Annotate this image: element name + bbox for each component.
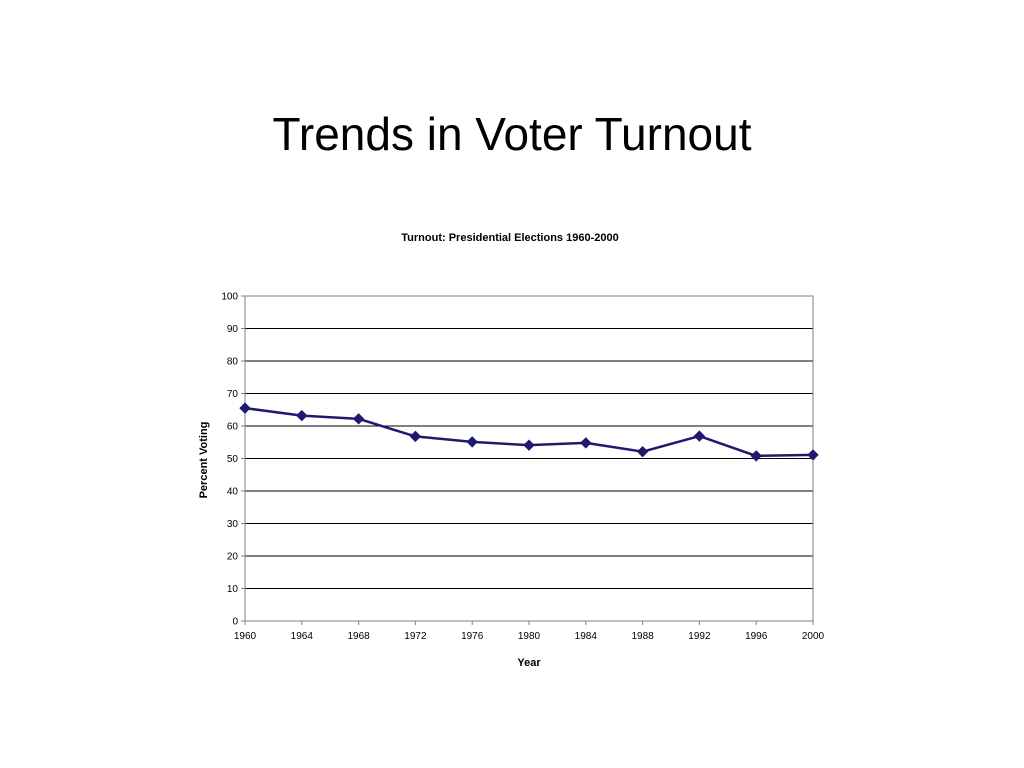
series-layer <box>239 402 819 462</box>
y-axis-ticks: 0 10 20 30 40 50 60 70 80 90 100 <box>221 292 245 628</box>
data-point-1996 <box>750 450 762 462</box>
y-tick-label: 20 <box>227 552 239 563</box>
y-tick-label: 100 <box>221 292 238 303</box>
data-point-1988 <box>636 445 649 458</box>
y-tick-label: 40 <box>227 487 239 498</box>
chart-title: Turnout: Presidential Elections 1960-200… <box>401 232 618 244</box>
data-point-1960 <box>239 402 251 414</box>
y-tick-label: 10 <box>227 584 239 595</box>
x-tick-label: 1992 <box>688 631 711 642</box>
y-axis-label: Percent Voting <box>198 422 210 499</box>
y-tick-label: 70 <box>227 389 239 400</box>
data-point-1992 <box>693 430 706 442</box>
y-tick-label: 80 <box>227 357 239 368</box>
y-tick-label: 30 <box>227 519 239 530</box>
x-tick-label: 1980 <box>518 631 541 642</box>
slide-title: Trends in Voter Turnout <box>272 108 752 160</box>
data-point-1964 <box>296 409 308 422</box>
y-tick-label: 50 <box>227 454 239 465</box>
data-point-1968 <box>352 413 365 425</box>
x-axis-ticks: 1960 1964 1968 1972 1976 1980 1984 1988 1992 1996… <box>234 621 825 642</box>
x-tick-label: 2000 <box>802 631 825 642</box>
x-tick-label: 1960 <box>234 631 257 642</box>
x-axis-label: Year <box>517 657 541 669</box>
data-point-1984 <box>580 437 592 449</box>
x-tick-label: 1988 <box>631 631 654 642</box>
x-tick-label: 1996 <box>745 631 768 642</box>
data-point-1976 <box>466 436 478 448</box>
x-tick-label: 1976 <box>461 631 484 642</box>
data-point-2000 <box>807 449 819 461</box>
y-tick-label: 60 <box>227 422 239 433</box>
data-point-1980 <box>523 439 535 451</box>
y-tick-label: 0 <box>232 617 238 628</box>
x-tick-label: 1972 <box>404 631 427 642</box>
x-tick-label: 1964 <box>291 631 314 642</box>
data-point-1972 <box>409 430 422 443</box>
x-tick-label: 1984 <box>575 631 598 642</box>
x-tick-label: 1968 <box>347 631 370 642</box>
y-tick-label: 90 <box>227 324 239 335</box>
